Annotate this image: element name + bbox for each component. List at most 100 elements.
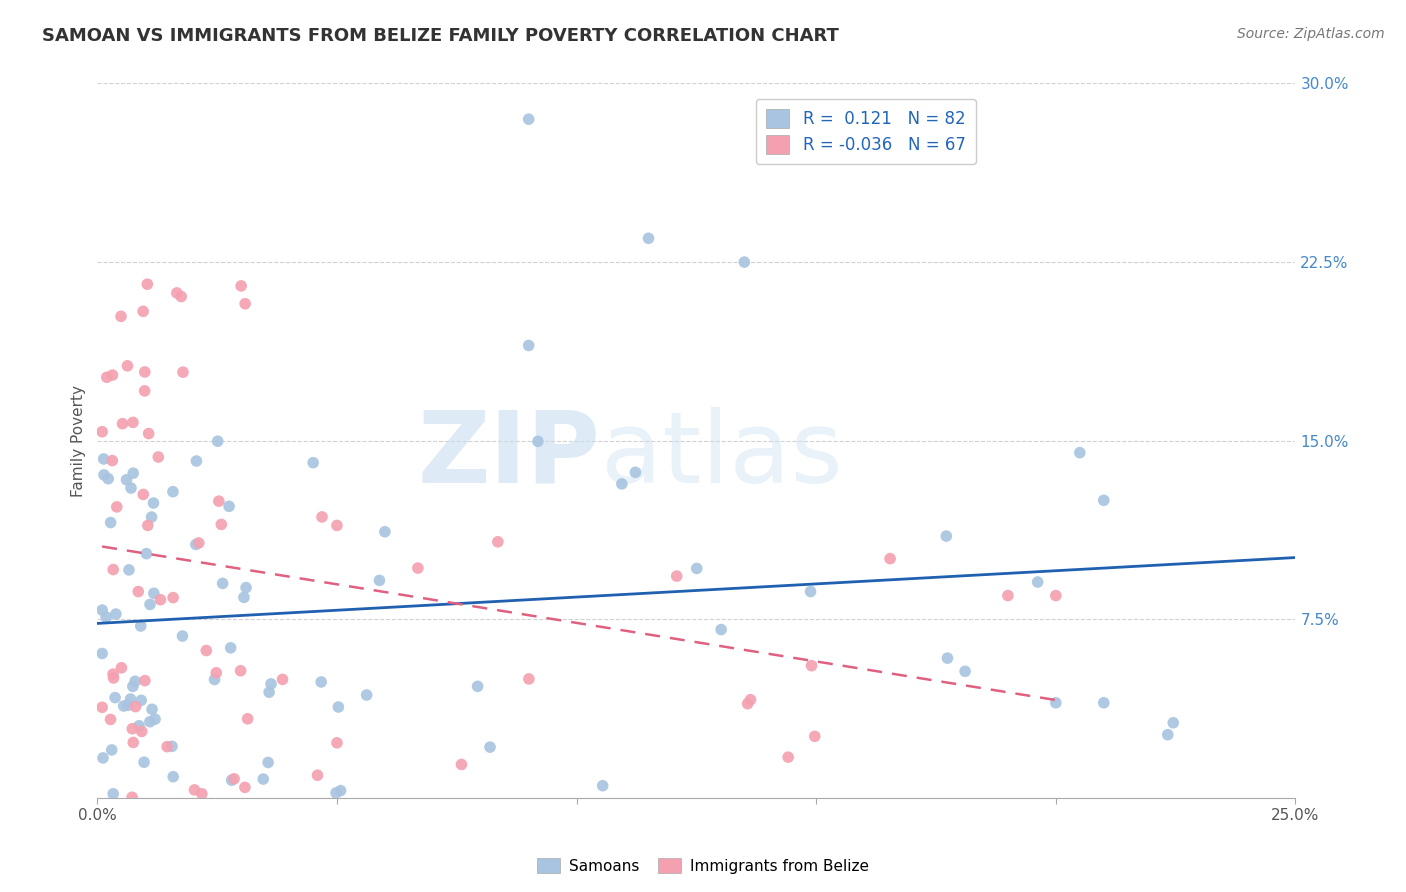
Point bbox=[138, 426, 160, 441]
Point bbox=[235, 581, 257, 595]
Point bbox=[209, 517, 232, 532]
Point bbox=[110, 661, 132, 675]
Point bbox=[121, 680, 143, 694]
Point bbox=[1157, 728, 1180, 742]
Point bbox=[211, 576, 233, 591]
Point bbox=[141, 510, 163, 524]
Point bbox=[356, 688, 378, 702]
Point bbox=[224, 772, 246, 786]
Point bbox=[374, 524, 396, 539]
Point bbox=[517, 338, 540, 352]
Point bbox=[527, 434, 550, 449]
Point bbox=[229, 664, 252, 678]
Point bbox=[218, 500, 240, 514]
Point bbox=[302, 456, 325, 470]
Point bbox=[127, 584, 149, 599]
Point bbox=[120, 481, 142, 495]
Point bbox=[733, 255, 755, 269]
Point bbox=[148, 450, 170, 464]
Point bbox=[104, 607, 127, 621]
Point bbox=[110, 310, 132, 324]
Point bbox=[1092, 493, 1115, 508]
Point bbox=[229, 279, 252, 293]
Point bbox=[406, 561, 429, 575]
Point bbox=[103, 671, 125, 685]
Point bbox=[479, 740, 502, 755]
Point bbox=[307, 768, 329, 782]
Point bbox=[120, 692, 142, 706]
Point bbox=[162, 770, 184, 784]
Point bbox=[156, 739, 179, 754]
Point bbox=[134, 673, 156, 688]
Point bbox=[135, 547, 157, 561]
Point bbox=[879, 551, 901, 566]
Point bbox=[1045, 589, 1067, 603]
Text: Source: ZipAtlas.com: Source: ZipAtlas.com bbox=[1237, 27, 1385, 41]
Point bbox=[101, 453, 124, 467]
Point bbox=[101, 787, 124, 801]
Point bbox=[800, 658, 823, 673]
Point bbox=[141, 702, 163, 716]
Point bbox=[136, 277, 159, 292]
Point bbox=[91, 647, 114, 661]
Point bbox=[112, 698, 135, 713]
Point bbox=[100, 743, 122, 757]
Point bbox=[710, 623, 733, 637]
Point bbox=[1069, 445, 1091, 459]
Point bbox=[1026, 574, 1049, 589]
Point bbox=[191, 787, 214, 801]
Point bbox=[326, 518, 349, 533]
Point bbox=[129, 693, 152, 707]
Point bbox=[517, 672, 540, 686]
Point bbox=[1161, 715, 1184, 730]
Point bbox=[1092, 696, 1115, 710]
Text: atlas: atlas bbox=[600, 407, 842, 504]
Point bbox=[221, 773, 243, 788]
Point bbox=[97, 472, 120, 486]
Point bbox=[328, 700, 350, 714]
Point bbox=[195, 643, 218, 657]
Point bbox=[271, 673, 294, 687]
Point bbox=[637, 231, 659, 245]
Point bbox=[111, 417, 134, 431]
Point bbox=[170, 289, 193, 303]
Point bbox=[610, 476, 633, 491]
Point bbox=[121, 722, 143, 736]
Point bbox=[368, 574, 391, 588]
Point bbox=[450, 757, 472, 772]
Point bbox=[91, 603, 114, 617]
Point bbox=[136, 518, 159, 533]
Point bbox=[162, 591, 184, 605]
Point bbox=[134, 384, 156, 398]
Point bbox=[166, 285, 188, 300]
Point bbox=[94, 610, 117, 624]
Point bbox=[103, 563, 125, 577]
Point bbox=[184, 537, 207, 551]
Point bbox=[160, 739, 183, 754]
Point bbox=[252, 772, 274, 786]
Point bbox=[778, 750, 800, 764]
Point bbox=[183, 783, 205, 797]
Point bbox=[118, 563, 141, 577]
Point bbox=[93, 467, 115, 482]
Point bbox=[1045, 696, 1067, 710]
Point bbox=[121, 790, 143, 805]
Point bbox=[149, 592, 172, 607]
Point bbox=[665, 569, 688, 583]
Point bbox=[96, 370, 118, 384]
Legend: R =  0.121   N = 82, R = -0.036   N = 67: R = 0.121 N = 82, R = -0.036 N = 67 bbox=[756, 99, 976, 164]
Point bbox=[132, 755, 155, 769]
Point bbox=[172, 629, 194, 643]
Point bbox=[232, 591, 254, 605]
Point bbox=[624, 466, 647, 480]
Point bbox=[326, 736, 349, 750]
Point bbox=[205, 665, 228, 680]
Point bbox=[329, 783, 352, 797]
Point bbox=[122, 416, 145, 430]
Point bbox=[260, 677, 283, 691]
Point bbox=[686, 561, 709, 575]
Point bbox=[91, 425, 114, 439]
Point bbox=[93, 452, 115, 467]
Point bbox=[219, 640, 242, 655]
Point bbox=[128, 719, 150, 733]
